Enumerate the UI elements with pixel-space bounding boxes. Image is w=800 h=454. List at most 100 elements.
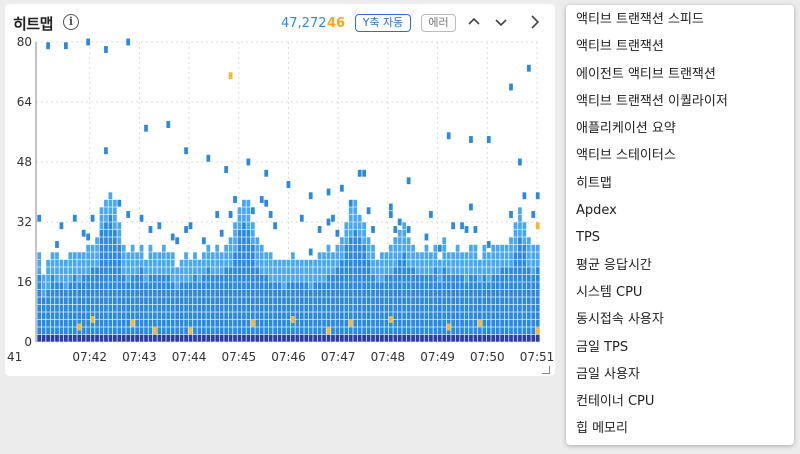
resize-handle-icon[interactable]: [542, 366, 550, 374]
heatmap-cell: [357, 244, 362, 252]
heatmap-cell: [130, 297, 135, 305]
heatmap-cell: [68, 319, 73, 327]
heatmap-cell: [188, 312, 193, 320]
menu-item[interactable]: TPS: [576, 230, 601, 246]
heatmap-cell: [242, 229, 246, 237]
heatmap-cell: [531, 244, 536, 252]
heatmap-cell: [339, 297, 344, 305]
heatmap-cell: [206, 304, 211, 312]
heatmap-cell: [384, 304, 389, 312]
heatmap-cell: [291, 334, 295, 342]
heatmap-cell: [513, 334, 518, 342]
heatmap-cell: [179, 334, 184, 342]
heatmap-cell: [495, 274, 500, 282]
menu-item[interactable]: 에이전트 액티브 트랜잭션: [576, 66, 716, 82]
heatmap-cell: [348, 297, 353, 305]
heatmap-cell: [348, 289, 353, 297]
heatmap-cell: [46, 334, 50, 342]
heatmap-cell: [415, 252, 420, 260]
menu-item[interactable]: 시스템 CPU: [576, 284, 643, 300]
heatmap-cell: [388, 334, 393, 342]
heatmap-cell: [81, 304, 86, 312]
y-tick-label: 80: [17, 35, 32, 49]
menu-item[interactable]: 액티브 스테이터스: [576, 148, 676, 164]
menu-item[interactable]: 금일 사용자: [576, 366, 640, 382]
heatmap-cell: [268, 289, 273, 297]
heatmap-cell: [526, 312, 531, 320]
menu-item[interactable]: 금일 TPS: [576, 339, 629, 355]
heatmap-cell: [486, 327, 491, 335]
heatmap-cell: [420, 274, 424, 282]
heatmap-cell: [72, 289, 77, 297]
heatmap-cell: [90, 267, 95, 275]
heatmap-cell: [268, 327, 273, 335]
heatmap-cell: [522, 274, 527, 282]
heatmap-cell: [397, 289, 402, 297]
menu-item[interactable]: 컨테이너 CPU: [576, 394, 655, 410]
chevron-up-icon[interactable]: [465, 13, 483, 31]
heatmap-cell: [126, 282, 131, 290]
menu-item[interactable]: 액티브 트랜잭션 스피드: [576, 12, 704, 27]
heatmap-cell: [108, 207, 113, 215]
x-tick-label: 07:47: [321, 350, 356, 364]
heatmap-cell: [366, 244, 371, 252]
heatmap-cell: [104, 252, 108, 260]
menu-item[interactable]: 액티브 트랜잭션 이퀄라이저: [576, 93, 728, 109]
heatmap-cell: [277, 312, 282, 320]
heatmap-cell: [357, 237, 362, 245]
heatmap-cell: [228, 267, 233, 275]
heatmap-cell: [112, 199, 117, 207]
heatmap-cell: [402, 237, 407, 245]
heatmap-cell: [206, 267, 211, 275]
heatmap-cell: [375, 259, 380, 267]
menu-item[interactable]: 히트맵: [576, 175, 612, 191]
heatmap-cell: [50, 267, 55, 275]
y-axis-auto-button[interactable]: Y축 자동: [355, 14, 411, 32]
menu-item[interactable]: 힙 메모리: [576, 421, 628, 437]
heatmap-cell: [531, 282, 536, 290]
heatmap-cell: [486, 241, 491, 248]
heatmap-cell: [233, 222, 237, 230]
heatmap-cell: [455, 282, 460, 290]
heatmap-cell: [237, 304, 242, 312]
heatmap-cell: [366, 259, 371, 267]
heatmap-cell: [264, 289, 269, 297]
heatmap-cell: [81, 297, 86, 305]
heatmap-cell: [108, 252, 113, 260]
heatmap-cell: [170, 319, 175, 327]
menu-item[interactable]: Apdex: [576, 203, 617, 219]
menu-item[interactable]: 동시접속 사용자: [576, 312, 664, 328]
heatmap-cell: [242, 297, 246, 305]
heatmap-cell: [184, 327, 188, 335]
heatmap-cell: [219, 282, 224, 290]
menu-item[interactable]: 액티브 트랜잭션: [576, 39, 664, 55]
heatmap-cell: [68, 289, 73, 297]
heatmap-cell: [242, 282, 246, 290]
heatmap-cell: [433, 274, 438, 282]
error-filter-button[interactable]: 에러: [421, 14, 456, 32]
error-cell: [153, 327, 157, 335]
info-icon[interactable]: i: [63, 14, 79, 30]
heatmap-cell: [273, 222, 277, 230]
heatmap-cell: [437, 274, 442, 282]
heatmap-cell: [473, 252, 478, 260]
heatmap-cell: [331, 252, 335, 260]
heatmap-cell: [148, 252, 153, 260]
chevron-right-icon[interactable]: [526, 13, 544, 31]
menu-item[interactable]: 평균 응답시간: [576, 257, 652, 273]
heatmap-cell: [108, 214, 113, 222]
heatmap-cell: [424, 334, 429, 342]
heatmap-cell: [295, 312, 300, 320]
heatmap-cell: [353, 304, 358, 312]
error-cell: [77, 323, 82, 331]
chevron-down-icon[interactable]: [492, 13, 510, 31]
heatmap-cell: [424, 244, 429, 252]
heatmap-cell: [313, 267, 318, 275]
heatmap-cell: [446, 297, 451, 305]
heatmap-cell: [184, 274, 188, 282]
menu-item[interactable]: 애플리케이션 요약: [576, 121, 676, 137]
error-cell: [326, 327, 331, 335]
heatmap-cell: [153, 312, 157, 320]
heatmap-cell: [402, 229, 407, 237]
